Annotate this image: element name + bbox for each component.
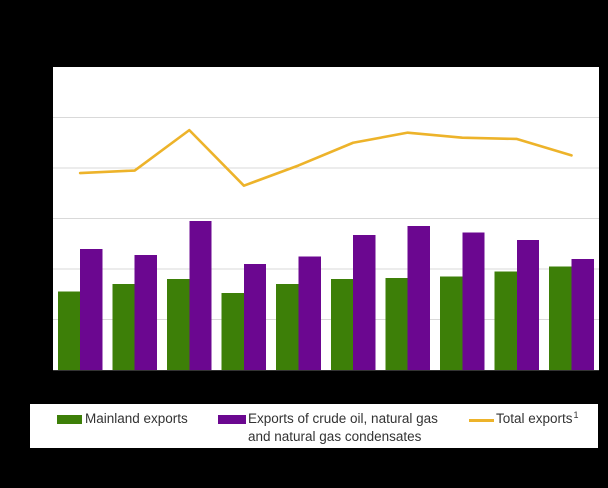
- total-exports-line-swatch-icon: [469, 419, 494, 422]
- legend-label-oil-gas-line2: and natural gas condensates: [248, 429, 422, 444]
- footnote-superscript: 1: [573, 410, 579, 420]
- mainland-exports-swatch-icon: [57, 415, 82, 424]
- legend-label-total-exports: Total exports1: [496, 410, 579, 429]
- plot-area: [53, 67, 599, 371]
- legend-label-oil-gas-exports: Exports of crude oil, natural gas and nat…: [248, 410, 438, 446]
- legend-label-total-exports-text: Total exports: [496, 411, 573, 426]
- legend-label-oil-gas-line1: Exports of crude oil, natural gas: [248, 411, 438, 426]
- oil-gas-exports-swatch-icon: [218, 415, 246, 424]
- legend-item-total-exports[interactable]: Total exports1: [469, 410, 579, 429]
- legend: Mainland exports Exports of crude oil, n…: [30, 404, 598, 448]
- legend-item-oil-gas-exports[interactable]: Exports of crude oil, natural gas and nat…: [218, 410, 448, 446]
- legend-item-mainland-exports[interactable]: Mainland exports: [57, 410, 188, 428]
- exports-combo-chart: [53, 117, 599, 371]
- legend-label-mainland-exports: Mainland exports: [85, 411, 188, 426]
